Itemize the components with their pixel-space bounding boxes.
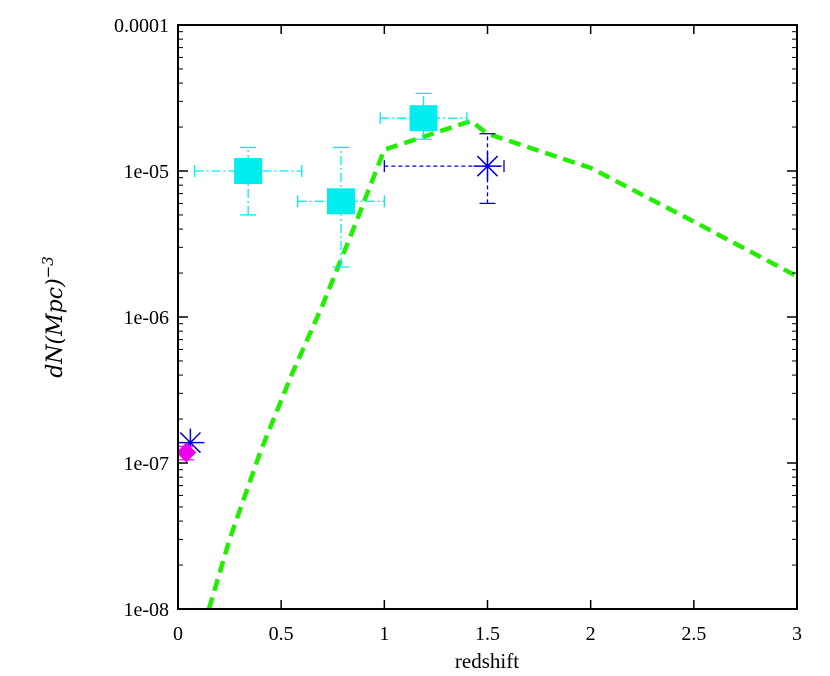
asterisk-stroke <box>476 155 499 177</box>
y-tick-label: 0.0001 <box>114 15 169 37</box>
axis-ticks <box>177 24 798 610</box>
x-axis-label: redshift <box>455 649 519 673</box>
y-tick-label: 1e-05 <box>123 161 169 183</box>
square-point <box>409 105 438 132</box>
x-tick-label: 3 <box>792 623 802 645</box>
x-tick-label: 1.5 <box>475 623 500 645</box>
plot-frame <box>177 24 798 610</box>
y-tick-label: 1e-06 <box>123 307 169 329</box>
x-tick-label: 2 <box>586 623 596 645</box>
tick-labels: 0 0.5 1 1.5 2 2.5 3 1e-08 1e-07 1e-06 1e-05 0.0001 <box>114 15 802 645</box>
model-curve <box>206 118 797 609</box>
y-axis-label-main: dN(Mpc) <box>43 278 68 377</box>
x-tick-label: 0 <box>173 623 183 645</box>
y-tick-label: 1e-08 <box>123 599 169 621</box>
asterisk-point <box>473 152 502 181</box>
y-axis-label-exponent: −3 <box>39 256 57 278</box>
x-tick-label: 1 <box>379 623 389 645</box>
square-point <box>327 188 356 215</box>
plot-content <box>178 92 797 609</box>
x-tick-label: 0.5 <box>269 623 294 645</box>
x-tick-label: 2.5 <box>681 623 706 645</box>
y-axis-label: dN(Mpc)−3 <box>39 256 68 378</box>
diamond-point <box>178 442 197 463</box>
y-tick-label: 1e-07 <box>123 453 169 475</box>
plot-area <box>178 92 797 609</box>
square-point <box>234 158 263 184</box>
